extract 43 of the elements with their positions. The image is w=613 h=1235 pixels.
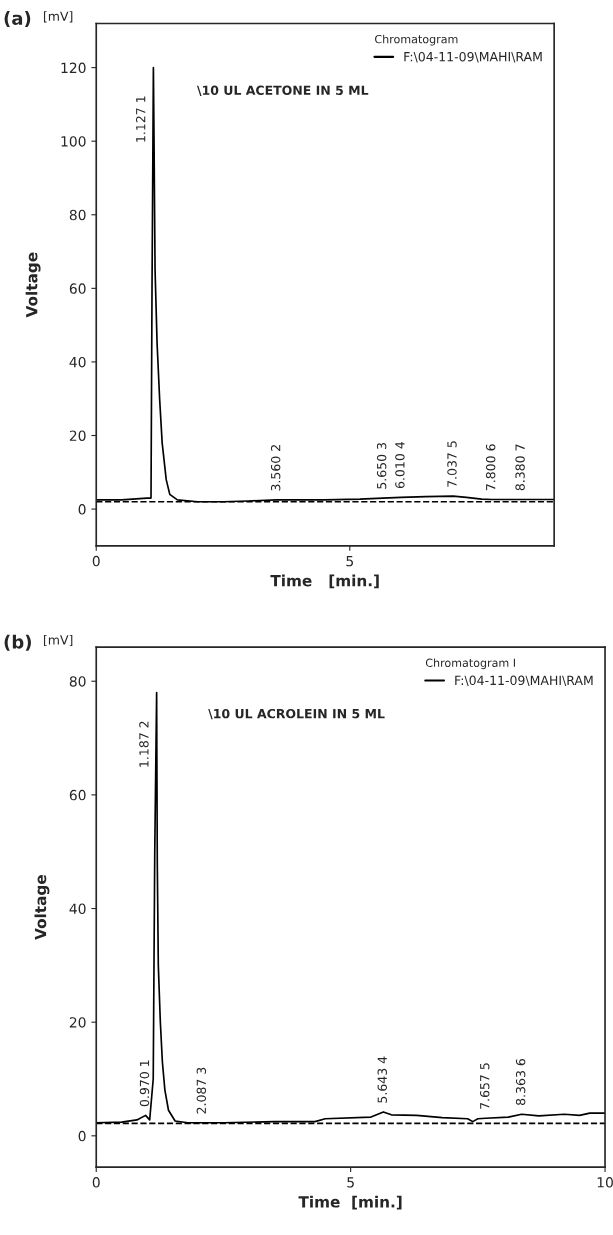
y-tick-label: 60 [69, 283, 86, 294]
y-tick-label: 0 [78, 504, 86, 515]
annotation: 8.363 6 [515, 1058, 526, 1106]
legend-title: Chromatogram [375, 34, 458, 46]
y-tick-label: 40 [69, 356, 86, 368]
text: [mV] [43, 11, 73, 23]
y-tick-label: 120 [61, 62, 86, 74]
annotation: 3.560 2 [270, 445, 281, 491]
y-tick-label: 80 [69, 676, 86, 687]
y-tick-label: 80 [69, 209, 86, 221]
chart-title: (a) [4, 11, 31, 28]
y-tick-label: 20 [69, 1017, 86, 1028]
chart-title: (b) [4, 634, 31, 651]
y-axis-title: Voltage [25, 252, 41, 318]
y-tick-label: 20 [69, 430, 86, 441]
legend-label: F:\04-11-09\MAHI\RAM [404, 51, 542, 63]
annotation: 7.800 6 [485, 444, 496, 491]
y-tick-label: 40 [69, 903, 86, 914]
x-axis-title: Time [min.] [298, 1195, 402, 1210]
text: \10 UL ACETONE IN 5 ML [196, 85, 369, 96]
x-tick-label: 0 [92, 1177, 100, 1188]
annotation: 1.127 1 [135, 96, 146, 142]
annotation: 8.380 7 [515, 444, 525, 491]
text: \10 UL ACROLEIN IN 5 ML [208, 708, 385, 720]
annotation: 2.087 3 [196, 1067, 207, 1114]
legend-title: Chromatogram I [425, 658, 515, 670]
annotation: 5.650 3 [376, 443, 387, 489]
x-tick-label: 10 [597, 1177, 613, 1188]
x-tick-label: 5 [347, 1177, 354, 1188]
text: [mV] [43, 634, 73, 647]
x-axis-title: Time [min.] [270, 574, 379, 589]
annotation: 6.010 4 [395, 441, 405, 489]
legend-label: F:\04-11-09\MAHI\RAM [455, 675, 593, 687]
annotation: 7.037 5 [447, 441, 457, 487]
y-tick-label: 100 [61, 136, 86, 147]
annotation: 7.657 5 [479, 1063, 490, 1109]
annotation: 5.643 4 [377, 1056, 387, 1103]
annotation: 1.187 2 [139, 721, 149, 767]
annotation: 0.970 1 [139, 1060, 150, 1107]
x-tick-label: 5 [346, 556, 353, 567]
y-tick-label: 60 [69, 789, 86, 801]
y-axis-title: Voltage [34, 875, 50, 940]
y-tick-label: 0 [78, 1130, 86, 1142]
